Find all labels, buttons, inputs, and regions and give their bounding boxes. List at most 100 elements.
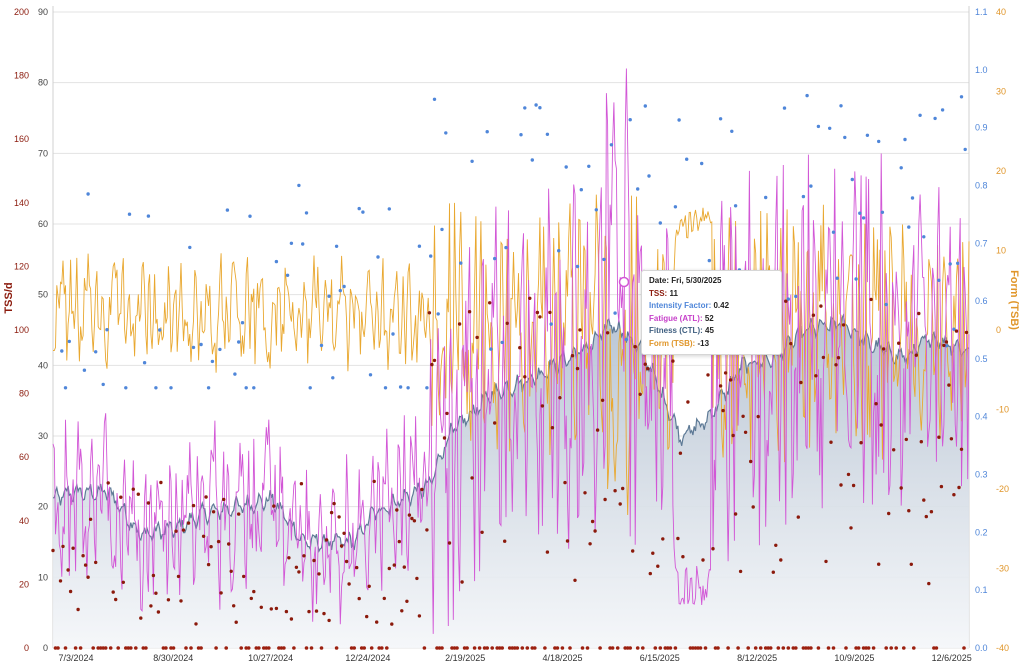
tss-point [510,646,515,650]
tss-point [103,646,108,650]
tss-point [372,479,376,484]
tss-point [816,646,821,650]
tooltip-if-row: Intensity Factor: 0.42 [649,300,774,313]
tss-point [600,398,605,402]
tss-point [447,541,452,545]
tss-point [892,448,896,452]
tss-point [63,646,68,650]
tss-point [289,617,294,621]
tss-point [191,503,196,508]
if-point [880,210,885,214]
tss-point [189,646,193,650]
tss-point [849,526,853,530]
tss-point [324,538,329,542]
tss-point [829,440,833,444]
if-point [843,135,847,140]
tss-point [854,646,858,650]
tss-point [440,646,444,650]
tss-point [257,646,261,650]
tss-point [282,646,286,650]
if-point [519,133,523,137]
tss-point [455,646,459,650]
tss-point [349,646,354,650]
tss-point [784,299,788,303]
tss-point [68,589,73,594]
if-point [485,130,489,134]
tss-point [355,565,359,570]
tss-point [224,646,228,650]
if-point [248,214,252,218]
inner-axis-tick: 70 [38,148,48,158]
tss-series [51,296,969,650]
if-point [877,139,881,144]
tss-point [377,646,382,650]
if-axis-tick: 0.3 [975,470,988,480]
tss-point [252,589,256,594]
tss-point [121,580,126,584]
tss-point [309,646,314,650]
tss-point [337,515,341,519]
tss-point [269,607,273,611]
tss-point [347,582,351,586]
tss-point [229,569,233,573]
if-point [594,208,598,212]
if-point [154,386,158,390]
if-point [327,294,331,298]
tss-point [726,646,730,650]
x-axis-tick: 8/12/2025 [737,653,777,663]
tss-point [129,646,133,650]
if-point [700,161,704,166]
tss-point [520,646,525,650]
tss-point [292,646,296,650]
if-point [839,104,843,108]
tss-point [507,646,512,650]
tss-point [904,437,908,442]
left-axis-tick: 160 [14,134,29,144]
right-axis-tick: 10 [996,246,1006,256]
tss-point [222,497,226,502]
tss-point [184,646,188,650]
tss-point [513,646,517,650]
tss-point [159,480,163,485]
tss-point [81,554,85,558]
tss-point [615,646,620,650]
tss-point [698,646,703,650]
tss-point [259,605,263,609]
tss-point [751,505,755,509]
tss-point [304,646,309,650]
tss-point [505,321,509,325]
if-point [368,373,373,377]
tss-point [628,646,632,650]
tss-point [179,599,183,603]
if-point [718,117,723,121]
tss-point [877,562,881,566]
tss-point [635,646,640,650]
tss-point [538,315,542,319]
tss-point [791,646,796,650]
tss-point [922,498,926,502]
if-point [910,196,915,200]
if-point [285,273,290,277]
tss-point [902,646,906,650]
tss-point [809,646,813,650]
tss-point [497,646,502,650]
tss-point [108,646,113,650]
if-point [786,297,790,301]
tss-point [299,482,304,486]
tss-point [919,440,923,444]
if-point [158,328,162,332]
tss-point [743,430,748,434]
if-point [831,230,836,234]
tss-point [942,343,946,348]
tss-point [924,514,928,519]
if-point [188,245,192,250]
tss-point [412,519,417,523]
if-point [685,157,689,161]
if-point [677,118,681,122]
if-point [673,205,678,209]
tss-point [643,362,647,366]
if-point [865,133,870,137]
tss-point [174,529,178,533]
tss-point [267,646,271,650]
tss-point [141,646,146,650]
